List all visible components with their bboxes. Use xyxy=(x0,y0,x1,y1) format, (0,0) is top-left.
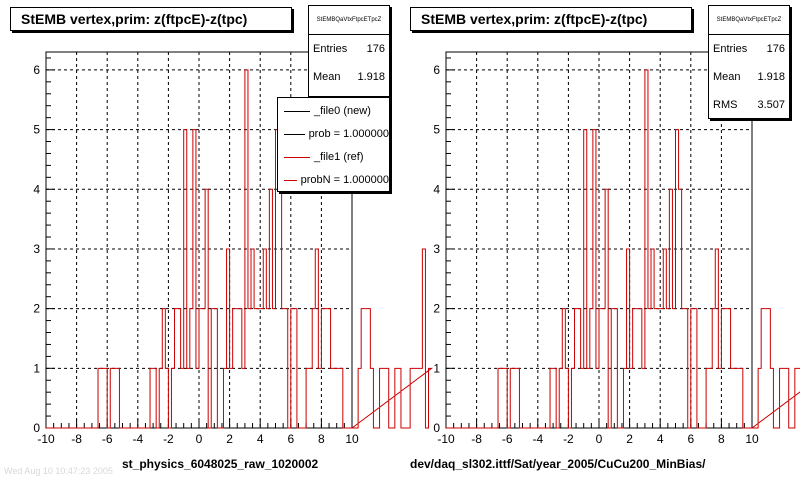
x-tick-label: 10 xyxy=(745,432,759,446)
chart-title-left: StEMB vertex,prim: z(ftpcE)-z(tpc) xyxy=(10,7,292,31)
x-tick-label: -10 xyxy=(437,432,455,446)
y-tick-label: 4 xyxy=(33,182,40,196)
y-tick-label: 2 xyxy=(433,302,440,316)
legend-swatch xyxy=(284,134,305,135)
stats-histogram-name: StEMBQaVtxFtpcETpcZ xyxy=(709,6,789,35)
y-tick-label: 0 xyxy=(433,421,440,435)
stats-entries-row: Entries 176 xyxy=(709,35,789,63)
y-tick-label: 5 xyxy=(33,123,40,137)
legend-label: _file1 (ref) xyxy=(314,151,364,163)
x-tick-label: -2 xyxy=(163,432,174,446)
histogram-series xyxy=(46,69,434,429)
legend-swatch xyxy=(284,157,310,158)
x-tick-label: -8 xyxy=(71,432,82,446)
x-tick-label: 0 xyxy=(196,432,203,446)
legend-entry: prob = 1.000000 xyxy=(278,123,389,146)
stats-entries-value: 176 xyxy=(766,43,785,55)
x-tick-label: -10 xyxy=(37,432,55,446)
y-tick-label: 3 xyxy=(433,242,440,256)
x-tick-label: 6 xyxy=(687,432,694,446)
x-tick-label: 2 xyxy=(226,432,233,446)
x-tick-label: -6 xyxy=(102,432,113,446)
y-tick-label: 6 xyxy=(33,63,40,77)
x-tick-label: -6 xyxy=(502,432,513,446)
faded-timestamp: Wed Aug 10 10:47:23 2005 xyxy=(4,466,113,476)
legend-entry: probN = 1.000000 xyxy=(278,169,389,191)
x-tick-label: -8 xyxy=(471,432,482,446)
x-tick-label: -2 xyxy=(563,432,574,446)
stats-rms-row: RMS 3.507 xyxy=(709,91,789,119)
stats-mean-label: Mean xyxy=(713,71,741,83)
legend-left: _file0 (new) prob = 1.000000 _file1 (ref… xyxy=(277,97,390,192)
stats-mean-row: Mean 1.918 xyxy=(709,63,789,91)
x-tick-label: 8 xyxy=(318,432,325,446)
y-tick-label: 3 xyxy=(33,242,40,256)
histogram-series xyxy=(446,69,800,429)
stats-rms-value: 3.507 xyxy=(757,99,785,111)
legend-label: prob = 1.000000 xyxy=(308,128,389,140)
y-tick-label: 5 xyxy=(433,123,440,137)
y-tick-label: 4 xyxy=(433,182,440,196)
stats-entries-label: Entries xyxy=(313,43,348,55)
stats-entries-row: Entries 176 xyxy=(309,35,389,63)
x-tick-label: 6 xyxy=(287,432,294,446)
x-tick-label: 4 xyxy=(657,432,664,446)
stats-box-left: StEMBQaVtxFtpcETpcZ Entries 176 Mean 1.9… xyxy=(308,5,390,97)
x-tick-label: 10 xyxy=(345,432,359,446)
y-tick-label: 0 xyxy=(33,421,40,435)
footer-file-left: st_physics_6048025_raw_1020002 xyxy=(122,457,319,471)
stats-mean-row: Mean 1.918 xyxy=(309,63,389,91)
stats-mean-value: 1.918 xyxy=(357,71,385,83)
x-tick-label: 2 xyxy=(626,432,633,446)
x-tick-label: -4 xyxy=(132,432,143,446)
x-tick-label: 4 xyxy=(257,432,264,446)
stats-mean-label: Mean xyxy=(313,71,341,83)
stats-entries-value: 176 xyxy=(366,43,385,55)
stats-entries-label: Entries xyxy=(713,43,748,55)
y-tick-label: 6 xyxy=(433,63,440,77)
stats-mean-value: 1.918 xyxy=(757,71,785,83)
legend-swatch xyxy=(284,180,297,181)
y-tick-label: 1 xyxy=(33,361,40,375)
legend-label: probN = 1.000000 xyxy=(300,174,389,186)
x-tick-label: -4 xyxy=(532,432,543,446)
chart-title-right: StEMB vertex,prim: z(ftpcE)-z(tpc) xyxy=(410,7,692,31)
legend-swatch xyxy=(284,111,310,112)
x-tick-label: 8 xyxy=(718,432,725,446)
stats-rms-label: RMS xyxy=(713,99,738,111)
legend-label: _file0 (new) xyxy=(314,105,371,117)
legend-entry: _file1 (ref) xyxy=(278,146,389,169)
y-tick-label: 2 xyxy=(33,302,40,316)
stats-box-right: StEMBQaVtxFtpcETpcZ Entries 176 Mean 1.9… xyxy=(708,5,790,119)
x-tick-label: 0 xyxy=(596,432,603,446)
legend-entry: _file0 (new) xyxy=(278,100,389,123)
y-tick-label: 1 xyxy=(433,361,440,375)
stats-histogram-name: StEMBQaVtxFtpcETpcZ xyxy=(309,6,389,35)
footer-file-right: dev/daq_sl302.ittf/Sat/year_2005/CuCu200… xyxy=(410,457,706,471)
